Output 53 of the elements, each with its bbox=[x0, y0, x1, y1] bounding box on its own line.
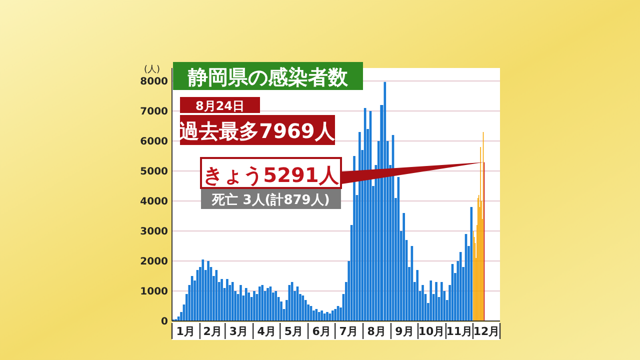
annotation: 死亡 3人(計879人) bbox=[211, 192, 330, 208]
bar bbox=[231, 282, 234, 321]
bar bbox=[422, 285, 424, 321]
bar bbox=[430, 280, 432, 321]
y-axis-title: (人) bbox=[144, 64, 160, 75]
x-tick-label: 3月 bbox=[229, 325, 248, 338]
x-tick-label: 10月 bbox=[418, 325, 445, 338]
y-tick-label: 1000 bbox=[140, 286, 168, 298]
y-tick-label: 6000 bbox=[140, 136, 168, 148]
bar bbox=[240, 285, 242, 321]
annotation: 過去最多7969人 bbox=[178, 119, 336, 143]
bar bbox=[440, 282, 443, 321]
y-tick-label: 3000 bbox=[140, 226, 168, 238]
bar bbox=[416, 270, 418, 321]
bar bbox=[402, 213, 405, 321]
bar bbox=[220, 279, 223, 321]
bar bbox=[358, 132, 361, 321]
bar bbox=[207, 261, 210, 321]
y-tick-label: 8000 bbox=[140, 76, 168, 88]
bar bbox=[331, 310, 334, 321]
bar bbox=[435, 282, 438, 321]
bar bbox=[320, 310, 323, 321]
bar bbox=[334, 309, 336, 321]
x-tick-label: 7月 bbox=[339, 325, 358, 338]
chart-title: 静岡県の感染者数 bbox=[187, 65, 349, 89]
y-tick-label: 7000 bbox=[140, 106, 168, 118]
bar bbox=[288, 285, 291, 321]
x-tick-label: 4月 bbox=[257, 325, 276, 338]
bar bbox=[326, 312, 328, 321]
bar bbox=[202, 260, 204, 321]
annotation: 8月24日 bbox=[195, 99, 245, 113]
x-tick-label: 12月 bbox=[473, 325, 500, 338]
x-tick-label: 1月 bbox=[176, 325, 195, 338]
bar bbox=[253, 291, 256, 321]
bar bbox=[258, 286, 261, 321]
x-tick-label: 2月 bbox=[203, 325, 222, 338]
annotation: きょう5291人 bbox=[203, 163, 340, 187]
x-tick-label: 11月 bbox=[446, 325, 473, 338]
x-tick-label: 9月 bbox=[395, 325, 414, 338]
bar bbox=[274, 291, 278, 321]
y-tick-label: 2000 bbox=[140, 256, 168, 268]
bar bbox=[261, 285, 264, 321]
y-tick-label: 4000 bbox=[140, 196, 168, 208]
x-tick-label: 6月 bbox=[312, 325, 331, 338]
x-tick-label: 5月 bbox=[284, 325, 303, 338]
bar bbox=[318, 312, 320, 321]
bar bbox=[244, 288, 248, 321]
x-tick-label: 8月 bbox=[367, 325, 386, 338]
y-tick-label: 5000 bbox=[140, 166, 168, 178]
bar bbox=[266, 288, 269, 321]
bar bbox=[353, 156, 356, 321]
bar bbox=[226, 279, 228, 321]
y-tick-label: 0 bbox=[161, 316, 168, 328]
